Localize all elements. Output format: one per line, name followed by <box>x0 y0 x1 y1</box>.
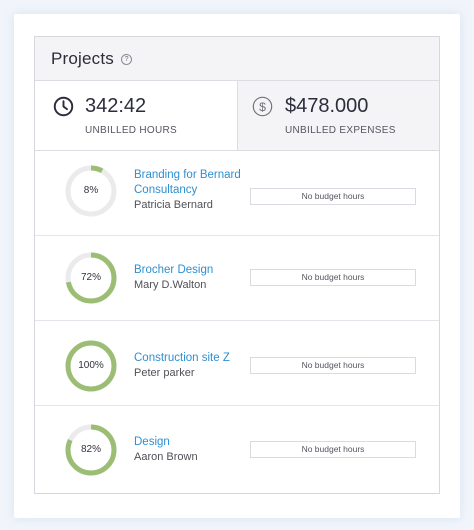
stats-bar: 342:42 UNBILLED HOURS $ $478.000 UNBILLE… <box>35 81 439 151</box>
page-title: Projects <box>51 48 115 68</box>
unbilled-hours-value: 342:42 <box>85 95 147 117</box>
progress-percent: 8% <box>83 185 99 196</box>
card-header: Projects ? <box>35 37 439 81</box>
question-circle-icon[interactable]: ? <box>121 54 133 65</box>
project-name-link[interactable]: Construction site Z <box>134 352 230 364</box>
progress-ring-arc <box>65 424 117 476</box>
progress-ring: 100% <box>65 340 117 392</box>
progress-ring-arc <box>65 165 117 217</box>
progress-ring-arc <box>65 340 117 392</box>
client-name: Mary D.Walton <box>134 279 207 291</box>
project-name-link[interactable]: Brocher Design <box>134 264 214 276</box>
progress-ring: 72% <box>65 252 117 304</box>
progress-percent: 82% <box>80 444 101 455</box>
svg-text:$: $ <box>259 100 266 114</box>
progress-ring: 8% <box>65 165 117 217</box>
unbilled-expenses-value: $478.000 <box>285 95 369 117</box>
project-row[interactable]: 72% Brocher Design Mary D.Walton No budg… <box>35 236 439 321</box>
dollar-circle-icon: $ <box>252 96 273 117</box>
projects-card: Projects ? 342:42 UNBILLED HOURS $ $478.… <box>34 36 440 494</box>
budget-hours-field: No budget hours <box>250 269 416 286</box>
client-name: Patricia Bernard <box>134 199 213 211</box>
project-row[interactable]: 8% Branding for Bernard Consultancy Patr… <box>35 151 439 236</box>
progress-percent: 100% <box>78 360 104 371</box>
budget-hours-field: No budget hours <box>250 441 416 458</box>
project-name-link[interactable]: Design <box>134 436 170 448</box>
unbilled-hours-label: UNBILLED HOURS <box>85 125 177 136</box>
progress-percent: 72% <box>80 272 101 283</box>
budget-hours-field: No budget hours <box>250 357 416 374</box>
unbilled-hours-tab[interactable]: 342:42 UNBILLED HOURS <box>35 81 238 150</box>
unbilled-expenses-tab[interactable]: $ $478.000 UNBILLED EXPENSES <box>238 81 439 150</box>
project-list: 8% Branding for Bernard Consultancy Patr… <box>35 151 439 491</box>
project-row[interactable]: 100% Construction site Z Peter parker No… <box>35 321 439 406</box>
client-name: Aaron Brown <box>134 451 198 463</box>
project-name-link[interactable]: Branding for Bernard Consultancy <box>134 169 241 196</box>
progress-ring: 82% <box>65 424 117 476</box>
budget-hours-field: No budget hours <box>250 188 416 205</box>
project-row[interactable]: 82% Design Aaron Brown No budget hours <box>35 406 439 491</box>
progress-ring-arc <box>65 252 117 304</box>
clock-icon <box>53 96 74 117</box>
client-name: Peter parker <box>134 367 195 379</box>
unbilled-expenses-label: UNBILLED EXPENSES <box>285 125 396 136</box>
